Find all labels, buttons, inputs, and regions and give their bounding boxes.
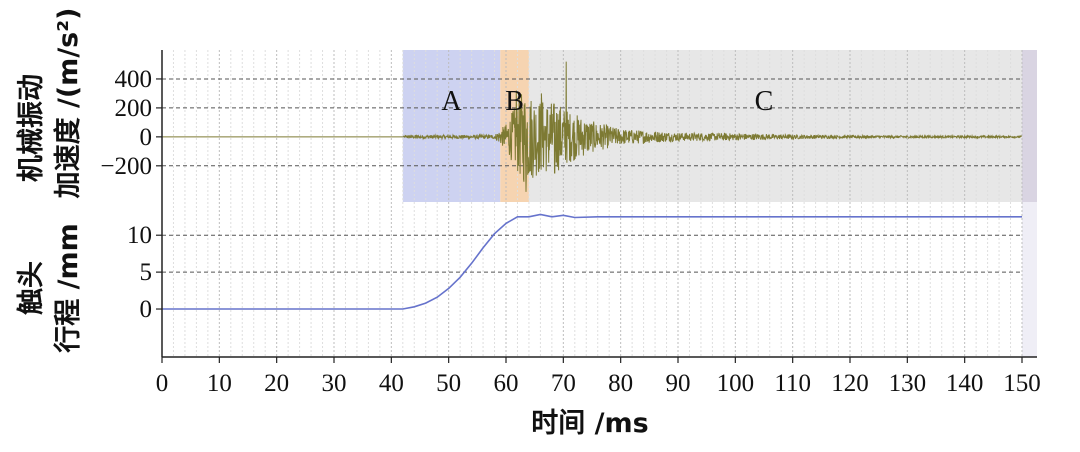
axes-frame <box>161 50 1037 358</box>
top-y-tick-label: 400 <box>115 66 153 93</box>
x-tick-label: 50 <box>436 370 461 397</box>
region-band-c <box>528 50 1022 202</box>
x-tick-label: 0 <box>156 370 169 397</box>
x-axis-label: 时间 /ms <box>531 408 648 439</box>
region-labels: A B C <box>441 86 773 117</box>
x-tick-label: 150 <box>1003 370 1041 397</box>
x-tick-label: 70 <box>551 370 576 397</box>
region-band-a <box>402 50 501 202</box>
bottom-travel-series <box>162 213 1022 310</box>
top-y-tick-label: 200 <box>115 95 153 122</box>
bottom-gridlines <box>161 202 1023 357</box>
x-tick-label: 140 <box>946 370 984 397</box>
top-ylabel-line2: 加速度 /(m/s²) <box>52 8 84 199</box>
bottom-right-edge-band <box>1022 202 1037 357</box>
x-tick-label: 110 <box>774 370 811 397</box>
x-tick-label: 100 <box>717 370 755 397</box>
top-y-tick-label: −200 <box>100 153 152 180</box>
top-right-edge-band <box>1022 50 1037 202</box>
bottom-ylabel-line2: 行程 /mm <box>52 223 84 354</box>
x-tick-label: 20 <box>264 370 289 397</box>
bottom-y-tick-label: 0 <box>140 296 153 323</box>
bottom-y-tick-labels: 10 5 0 <box>127 222 162 323</box>
top-ylabel-line1: 机械振动 <box>16 74 47 182</box>
region-label-c: C <box>755 86 774 117</box>
x-tick-label: 40 <box>379 370 404 397</box>
bottom-ylabel-line1: 触头 <box>16 261 47 315</box>
travel-line <box>162 213 1022 310</box>
x-tick-label: 130 <box>889 370 927 397</box>
x-tick-label: 30 <box>322 370 347 397</box>
x-tick-labels: 0 10 20 30 40 50 60 70 80 90 100 110 120 130 140 150 <box>156 357 1041 397</box>
top-region-bands <box>402 50 1037 357</box>
vibration-line <box>162 61 1023 192</box>
region-label-a: A <box>441 86 462 117</box>
x-tick-label: 80 <box>608 370 633 397</box>
top-vibration-series <box>162 61 1023 192</box>
top-y-tick-label: 0 <box>140 124 153 151</box>
region-label-b: B <box>505 86 524 117</box>
x-tick-label: 10 <box>207 370 232 397</box>
bottom-y-tick-label: 5 <box>140 259 153 286</box>
bottom-y-tick-label: 10 <box>127 222 152 249</box>
x-tick-label: 90 <box>666 370 691 397</box>
x-tick-label: 120 <box>831 370 869 397</box>
x-tick-label: 60 <box>494 370 519 397</box>
